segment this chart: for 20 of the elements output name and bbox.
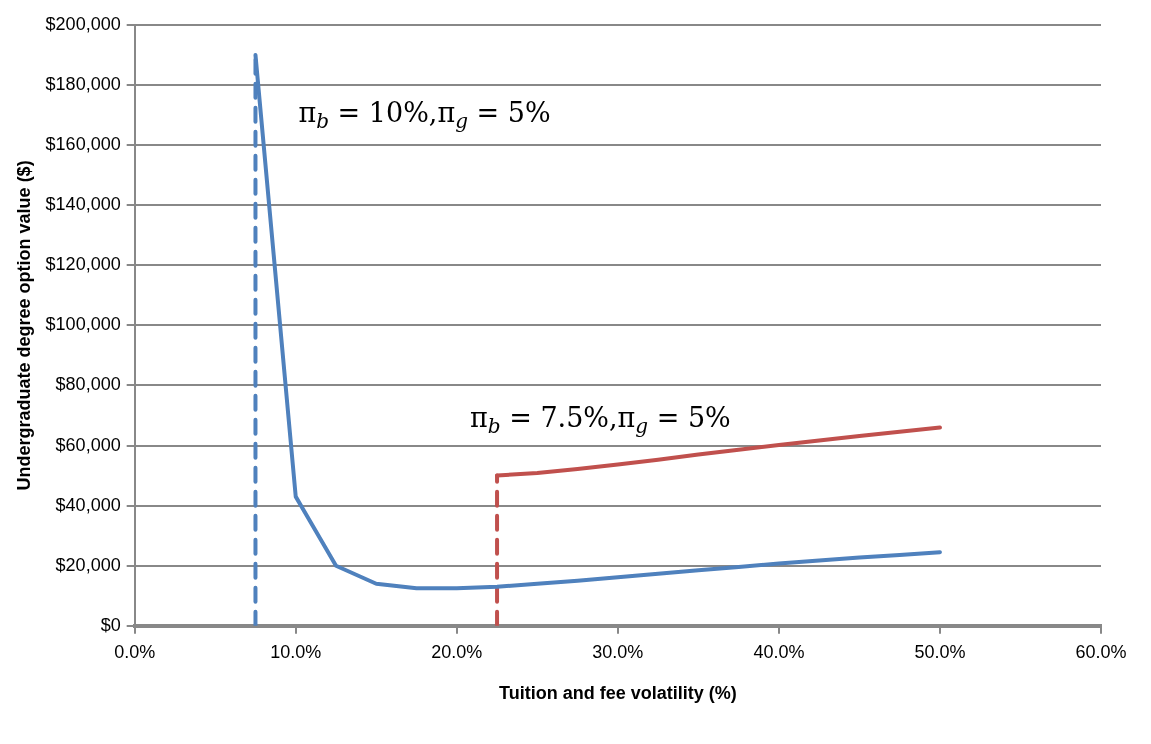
- y-tick-label: $160,000: [45, 134, 121, 155]
- y-tick-label: $0: [100, 614, 121, 635]
- x-axis-title: Tuition and fee volatility (%): [498, 683, 737, 704]
- y-tick-label: $20,000: [55, 554, 121, 575]
- x-tick-label: 10.0%: [270, 641, 322, 662]
- x-tick-label: 40.0%: [753, 641, 805, 662]
- y-axis-title: Undergraduate degree option value ($): [13, 160, 34, 491]
- x-tick-label: 50.0%: [914, 641, 966, 662]
- y-tick-label: $60,000: [55, 434, 121, 455]
- y-tick-label: $80,000: [55, 374, 121, 395]
- y-tick-label: $140,000: [45, 194, 121, 215]
- y-tick-label: $180,000: [45, 74, 121, 95]
- x-tick-label: 0.0%: [114, 641, 156, 662]
- y-tick-label: $100,000: [45, 314, 121, 335]
- y-tick-label: $200,000: [45, 13, 121, 34]
- y-tick-label: $120,000: [45, 254, 121, 275]
- x-tick-label: 60.0%: [1075, 641, 1127, 662]
- x-tick-label: 30.0%: [592, 641, 644, 662]
- y-tick-label: $40,000: [55, 494, 121, 515]
- x-tick-label: 20.0%: [431, 641, 483, 662]
